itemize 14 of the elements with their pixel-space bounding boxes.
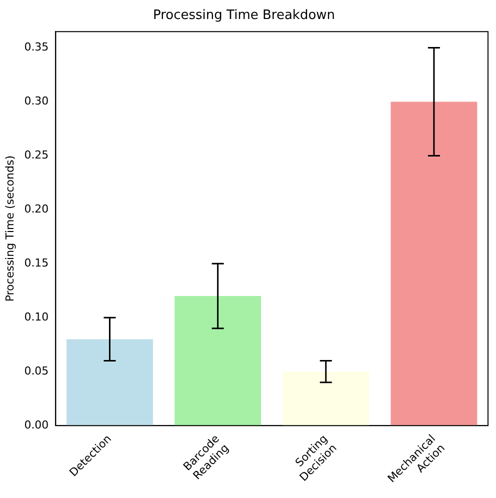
chart-title: Processing Time Breakdown	[152, 8, 336, 24]
y-tick-label: 0.00	[24, 418, 49, 432]
bar	[66, 339, 153, 426]
y-tick-label: 0.35	[24, 40, 49, 54]
y-tick-label: 0.10	[24, 310, 49, 324]
y-tick-label: 0.15	[24, 256, 49, 270]
y-tick-label: 0.20	[24, 202, 49, 216]
y-tick-label: 0.05	[24, 364, 49, 378]
bar	[282, 372, 370, 426]
y-tick-label: 0.25	[24, 148, 49, 162]
y-axis-title: Processing Time (seconds)	[3, 155, 16, 302]
y-tick-label: 0.30	[24, 94, 49, 108]
bar	[174, 296, 262, 426]
bar	[390, 102, 478, 426]
